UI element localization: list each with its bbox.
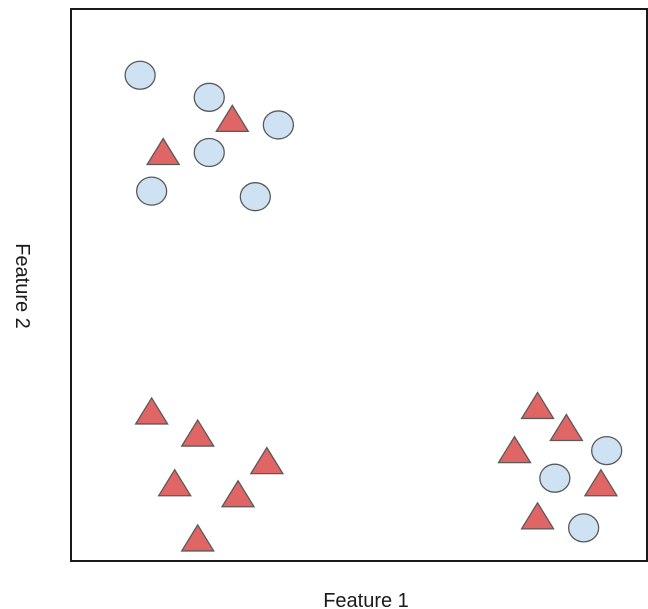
circle-point (239, 182, 271, 212)
triangle-point (215, 104, 250, 133)
triangle-point (180, 418, 215, 447)
circle-point (567, 513, 600, 543)
triangle-point (145, 137, 181, 166)
circle-point (124, 60, 156, 90)
data-marks (124, 60, 623, 552)
triangle-point (520, 391, 555, 420)
y-axis-label: Feature 2 (11, 243, 33, 329)
circle-point (539, 463, 571, 493)
circle-point (135, 176, 168, 206)
x-axis-label: Feature 1 (323, 590, 409, 609)
triangle-point (249, 446, 285, 475)
triangle-point (157, 468, 192, 497)
circle-point (262, 110, 295, 140)
triangle-point (549, 413, 584, 442)
triangle-point (520, 501, 555, 530)
triangle-point (180, 523, 215, 552)
triangle-point (134, 396, 169, 425)
triangle-point (583, 468, 619, 497)
triangle-point (220, 479, 256, 508)
circle-point (591, 435, 623, 466)
circle-point (193, 137, 225, 168)
triangle-point (497, 435, 532, 464)
circle-point (193, 82, 225, 112)
